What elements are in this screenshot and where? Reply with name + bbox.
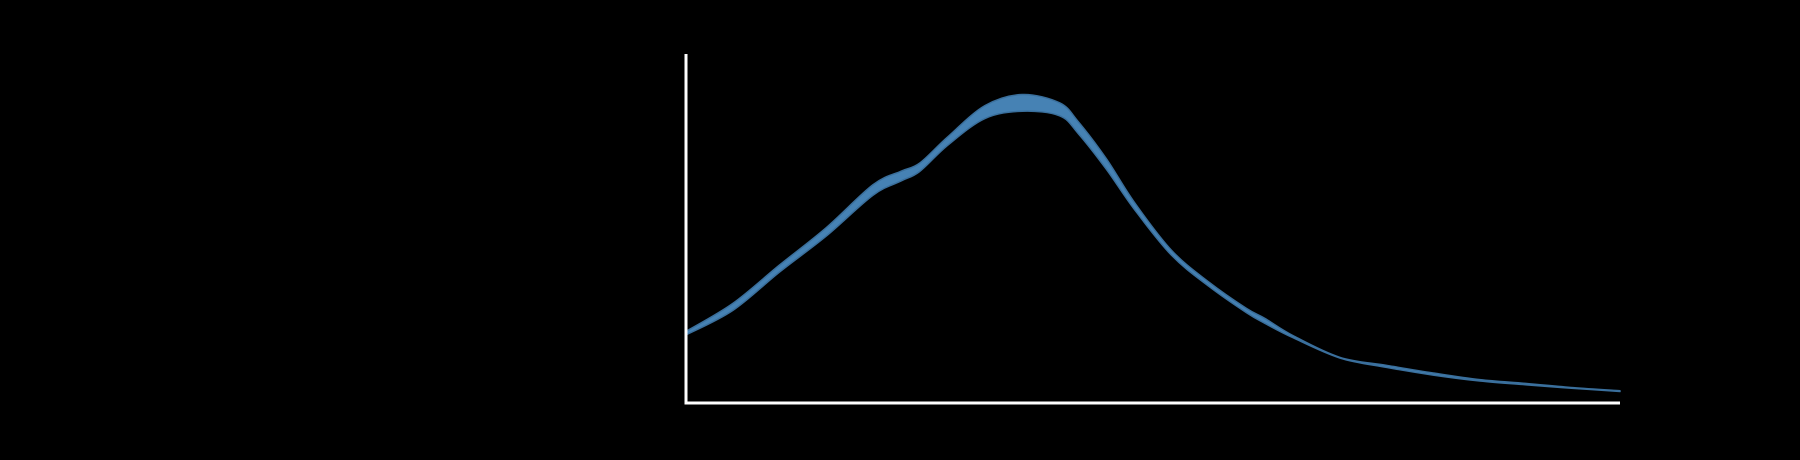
- plot-layer: [685, 93, 1621, 393]
- density-band-0: [685, 93, 1621, 393]
